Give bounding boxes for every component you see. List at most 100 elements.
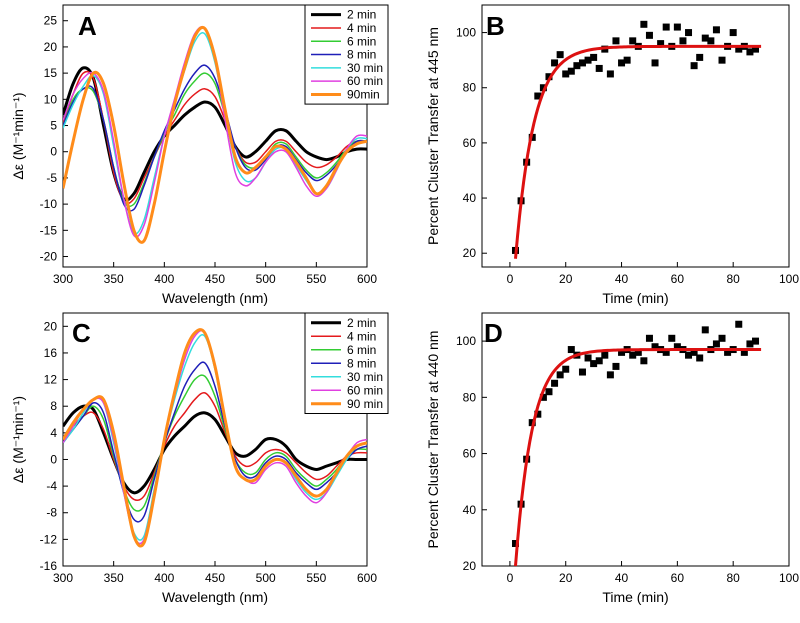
chart-c-ytick-label: -16 — [40, 559, 58, 573]
chart-d-frame — [481, 312, 790, 567]
chart-b-point — [623, 56, 631, 64]
chart-b-point — [556, 51, 564, 59]
chart-b-letter: B — [486, 11, 505, 41]
chart-c-series-6 — [63, 328, 367, 548]
chart-a-legend-label: 6 min — [347, 34, 376, 48]
chart-d-xtick-label: 80 — [727, 571, 741, 585]
chart-d-point — [618, 348, 626, 356]
chart-d-point — [740, 348, 748, 356]
chart-b-point — [679, 37, 687, 45]
chart-b-frame — [481, 4, 790, 268]
chart-a-xlabel: Wavelength (nm) — [162, 290, 268, 306]
chart-d-ytick-label: 100 — [456, 334, 476, 348]
chart-b-point — [651, 59, 659, 67]
chart-a-series-1 — [63, 70, 367, 205]
chart-b: 0 20 40 60 80 100 20 40 60 80 100 Time (min) Percent… — [425, 4, 799, 306]
chart-d-point — [612, 362, 620, 370]
chart-a-legend-label: 60 min — [347, 74, 383, 88]
chart-d-letter: D — [484, 318, 503, 348]
chart-a-legend-label: 90min — [347, 87, 380, 101]
chart-c-legend-label: 6 min — [347, 343, 376, 357]
chart-b-point — [612, 37, 620, 45]
chart-b-point — [735, 45, 743, 53]
chart-c-ytick-label: 8 — [50, 399, 57, 413]
chart-c-xtick-label: 350 — [104, 571, 124, 585]
chart-d-xtick-label: 20 — [559, 571, 573, 585]
chart-a-xtick-label: 400 — [154, 272, 174, 286]
chart-c-xtick-label: 500 — [256, 571, 276, 585]
chart-c-ytick-label: 12 — [44, 373, 58, 387]
chart-d-xtick-label: 40 — [615, 571, 629, 585]
chart-d-point — [634, 348, 642, 356]
chart-b-point — [746, 48, 754, 56]
chart-b-point — [567, 67, 575, 75]
chart-c-legend-label: 60 min — [347, 383, 383, 397]
chart-b-ylabel: Percent Cluster Transfer at 445 nm — [425, 27, 441, 245]
chart-d-point — [645, 334, 653, 342]
chart-b-point — [662, 23, 670, 31]
chart-a: 300 350 400 450 500 550 600 -20 -15 -10 -5 0 5 10 15 20… — [10, 4, 389, 306]
chart-b-point — [606, 70, 614, 78]
chart-d-point — [545, 388, 553, 396]
chart-b-point — [701, 34, 709, 42]
chart-d-xtick-label: 60 — [671, 571, 685, 585]
chart-a-xtick-label: 500 — [256, 272, 276, 286]
chart-c-xtick-label: 550 — [306, 571, 326, 585]
chart-b-xtick-label: 80 — [727, 272, 741, 286]
chart-a-xtick-label: 600 — [357, 272, 377, 286]
chart-d-point — [562, 365, 570, 373]
chart-b-point — [657, 40, 665, 48]
chart-a-ytick-label: 0 — [50, 145, 57, 159]
chart-c-ytick-label: 16 — [44, 346, 58, 360]
chart-c-xtick-label: 600 — [357, 571, 377, 585]
chart-a-ytick-label: -15 — [40, 223, 58, 237]
chart-d-point — [718, 334, 726, 342]
chart-b-point — [578, 59, 586, 67]
chart-b-point — [718, 56, 726, 64]
chart-c-ytick-label: -12 — [40, 532, 58, 546]
chart-c-ytick-label: -4 — [46, 479, 57, 493]
chart-d-ytick-label: 60 — [463, 447, 477, 461]
chart-c-legend-label: 8 min — [347, 356, 376, 370]
chart-d-ytick-label: 20 — [463, 559, 477, 573]
chart-d-point — [685, 351, 693, 359]
chart-b-fit-curve — [513, 44, 762, 259]
chart-a-ytick-label: -10 — [40, 197, 58, 211]
chart-a-ytick-label: 5 — [50, 119, 57, 133]
chart-b-ytick-label: 80 — [463, 81, 477, 95]
chart-c-series-3 — [63, 361, 367, 523]
chart-a-xtick-label: 350 — [104, 272, 124, 286]
chart-c-xtick-label: 400 — [154, 571, 174, 585]
chart-b-xlabel: Time (min) — [602, 290, 668, 306]
chart-a-ytick-label: -5 — [46, 171, 57, 185]
chart-a-legend-label: 4 min — [347, 21, 376, 35]
chart-d-ytick-label: 80 — [463, 390, 477, 404]
chart-b-point — [551, 59, 559, 67]
chart-b-point — [618, 59, 626, 67]
chart-a-xtick-label: 300 — [53, 272, 73, 286]
chart-a-ytick-label: 15 — [44, 66, 58, 80]
chart-d-point — [584, 354, 592, 362]
chart-a-series-3 — [63, 64, 367, 212]
chart-a-series-group — [63, 25, 367, 244]
chart-b-xtick-label: 60 — [671, 272, 685, 286]
chart-c-letter: C — [72, 318, 91, 348]
chart-a-series-6 — [63, 25, 367, 244]
chart-d-point — [606, 371, 614, 379]
chart-d-point — [556, 371, 564, 379]
chart-c-ylabel: Δε (M⁻¹min⁻¹) — [10, 396, 26, 483]
chart-d-point — [746, 340, 754, 348]
chart-a-ytick-label: 25 — [44, 14, 58, 28]
chart-d-xtick-label: 100 — [779, 571, 799, 585]
chart-c-xtick-label: 300 — [53, 571, 73, 585]
chart-b-point — [645, 31, 653, 39]
chart-a-ylabel: Δε (M⁻¹min⁻¹) — [10, 92, 26, 179]
chart-b-ytick-label: 40 — [463, 191, 477, 205]
chart-b-ytick-label: 60 — [463, 136, 477, 150]
chart-a-letter: A — [78, 11, 97, 41]
chart-c-ytick-label: 4 — [50, 426, 57, 440]
chart-b-point — [640, 20, 648, 28]
chart-d-point — [662, 348, 670, 356]
chart-b-point — [729, 29, 737, 37]
